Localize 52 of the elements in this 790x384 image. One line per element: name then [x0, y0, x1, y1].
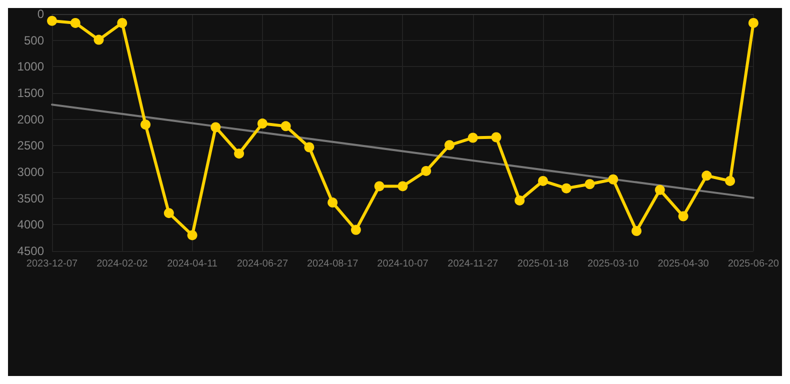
point — [632, 226, 642, 236]
y-tick-label: 3500 — [17, 191, 44, 206]
x-tick-label: 2024-11-27 — [448, 258, 498, 270]
x-tick-label: 2025-06-20 — [728, 258, 780, 270]
point — [398, 181, 408, 192]
x-tick-label: 2023-12-07 — [26, 258, 78, 270]
x-tick-label: 2025-01-18 — [517, 258, 570, 270]
y-tick-label: 3000 — [17, 165, 44, 179]
point — [561, 183, 572, 194]
point — [164, 208, 174, 218]
y-tick-label: 2000 — [17, 112, 44, 126]
point — [491, 132, 502, 142]
point — [584, 179, 595, 190]
point — [94, 34, 104, 45]
point — [140, 120, 151, 130]
y-tick-label: 4000 — [17, 218, 44, 232]
point — [748, 18, 758, 28]
point — [678, 211, 688, 222]
point — [725, 176, 736, 186]
point — [328, 198, 338, 208]
x-tick-label: 2025-03-10 — [588, 258, 640, 270]
point — [210, 122, 221, 132]
point — [514, 195, 525, 206]
point — [374, 181, 384, 192]
y-tick-label: 4500 — [17, 244, 44, 258]
y-tick-label: 1000 — [17, 60, 44, 74]
x-tick-label: 2024-04-11 — [167, 258, 218, 270]
point — [304, 142, 314, 152]
point — [444, 140, 454, 150]
point — [187, 230, 198, 240]
point — [608, 174, 618, 184]
x-tick-label: 2024-02-02 — [96, 258, 148, 270]
point — [70, 18, 80, 28]
x-tick-label: 2024-06-27 — [236, 258, 288, 270]
point — [234, 148, 244, 159]
y-tick-label: 500 — [24, 33, 44, 48]
y-tick-label: 0 — [37, 7, 44, 21]
point — [654, 184, 665, 195]
y-tick-label: 1500 — [17, 86, 44, 100]
point — [350, 224, 361, 235]
point — [702, 170, 712, 181]
point — [117, 18, 128, 28]
point — [47, 16, 57, 26]
point — [538, 176, 548, 186]
x-tick-label: 2025-04-30 — [658, 258, 710, 270]
point — [280, 121, 291, 132]
x-tick-label: 2024-08-17 — [306, 258, 359, 270]
x-tick-label: 2024-10-07 — [377, 258, 429, 270]
y-tick-label: 2500 — [17, 138, 44, 153]
point — [257, 118, 268, 129]
point — [421, 166, 432, 176]
point — [468, 132, 478, 143]
